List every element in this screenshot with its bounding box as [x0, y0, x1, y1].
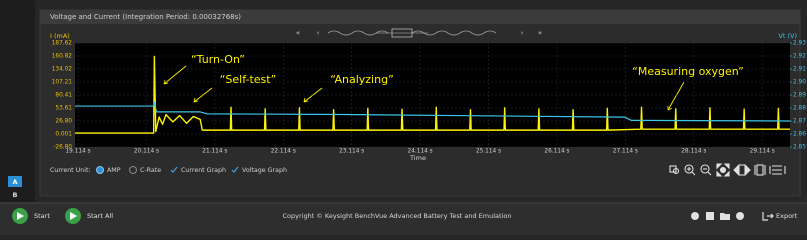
- x-tick-label: 26.114 s: [544, 149, 569, 155]
- pan-icon[interactable]: [769, 165, 786, 175]
- play-glyph: [70, 212, 77, 220]
- y-axis-title: I (mA): [50, 32, 70, 40]
- series-line: [75, 55, 790, 134]
- x-tick-label: 23.114 s: [339, 149, 364, 155]
- start-all-button[interactable]: [65, 208, 81, 224]
- arrow: [667, 81, 685, 111]
- nav-prev[interactable]: ‹: [317, 29, 320, 37]
- y-tick-label: 107.21: [52, 80, 73, 86]
- y2-tick-label: 2.92: [793, 54, 806, 60]
- grid: [75, 42, 790, 148]
- footer-bar: [0, 203, 807, 235]
- info-icon[interactable]: [736, 212, 744, 220]
- app-window: Voltage and Current (Integration Period:…: [0, 0, 807, 235]
- y-tick-label: 80.41: [55, 93, 72, 99]
- zoom-out-icon[interactable]: [700, 164, 712, 176]
- radio-label[interactable]: AMP: [107, 167, 121, 174]
- x-tick-label: 29.114 s: [750, 149, 775, 155]
- export-label[interactable]: Export: [776, 212, 798, 220]
- save-icon[interactable]: [706, 212, 714, 220]
- annotation: “Measuring oxygen”: [632, 65, 744, 78]
- chart-title-bar: [40, 10, 800, 24]
- play-glyph: [17, 212, 24, 220]
- y2-tick-label: 2.93: [793, 41, 806, 47]
- fit-all-icon[interactable]: [716, 163, 730, 177]
- annotation: “Analyzing”: [330, 73, 394, 86]
- chart-toolbar: [669, 163, 786, 177]
- start-all-label[interactable]: Start All: [87, 212, 113, 220]
- annotation: “Self-test”: [220, 73, 277, 86]
- y2-tick-label: 2.85: [793, 145, 806, 151]
- navigator-trace: [327, 30, 497, 36]
- start-button[interactable]: [12, 208, 28, 224]
- tab[interactable]: A: [12, 178, 17, 186]
- y-tick-label: -26.80: [53, 145, 72, 151]
- start-label[interactable]: Start: [34, 212, 50, 220]
- arrow-head: [303, 97, 309, 103]
- y2-tick-label: 2.86: [793, 132, 806, 138]
- y-tick-label: 134.02: [52, 66, 73, 72]
- y2-tick-label: 2.91: [793, 67, 806, 73]
- y2-tick-label: 2.87: [793, 119, 806, 125]
- x-tick-label: 24.114 s: [408, 149, 433, 155]
- footer-icons: [691, 212, 774, 221]
- y-tick-label: 160.82: [52, 53, 73, 59]
- checkbox-label[interactable]: Voltage Graph: [242, 167, 287, 174]
- y-tick-label: 26.80: [55, 119, 72, 125]
- radio-amp[interactable]: [96, 166, 104, 174]
- nav-next[interactable]: ›: [521, 29, 524, 37]
- settings-icon[interactable]: [691, 212, 699, 220]
- copyright: Copyright © Keysight BenchVue Advanced B…: [283, 212, 512, 220]
- x-tick-label: 25.114 s: [476, 149, 501, 155]
- checkbox-label[interactable]: Current Graph: [181, 167, 226, 174]
- arrow-head: [193, 97, 199, 103]
- arrow: [163, 65, 187, 85]
- navigator: [327, 28, 497, 38]
- export-icon[interactable]: [762, 212, 774, 221]
- open-icon[interactable]: [720, 213, 730, 220]
- y-tick-label: 187.62: [52, 41, 73, 47]
- tab[interactable]: B: [13, 191, 18, 199]
- fit-y-icon[interactable]: [754, 164, 766, 176]
- y-tick-label: 53.61: [55, 105, 72, 111]
- annotation: “Turn-On”: [191, 53, 245, 66]
- checkbox-voltage[interactable]: [231, 166, 239, 173]
- y-tick-label: 0.001: [55, 132, 72, 138]
- y2-axis-title: Vt (V): [778, 32, 797, 40]
- chart-title: Voltage and Current (Integration Period:…: [50, 13, 241, 21]
- current-unit-label: Current Unit:: [50, 167, 91, 174]
- x-tick-label: 27.114 s: [613, 149, 638, 155]
- checkbox-current[interactable]: [170, 166, 178, 173]
- x-tick-label: 20.114 s: [134, 149, 159, 155]
- x-tick-label: 22.114 s: [271, 149, 296, 155]
- series-line: [75, 101, 791, 122]
- x-tick-label: 21.114 s: [202, 149, 227, 155]
- zoom-in-icon[interactable]: [684, 164, 696, 176]
- y2-tick-label: 2.88: [793, 106, 806, 112]
- x-tick-label: 28.114 s: [681, 149, 706, 155]
- nav-first[interactable]: «: [296, 29, 300, 37]
- nav-last[interactable]: »: [538, 29, 542, 37]
- sidebar: [0, 0, 35, 202]
- y2-tick-label: 2.89: [793, 93, 806, 99]
- y2-tick-label: 2.90: [793, 80, 806, 86]
- tab-active[interactable]: [8, 176, 22, 187]
- x-tick-label: 19.114 s: [65, 149, 90, 155]
- radio-label[interactable]: C-Rate: [140, 167, 161, 174]
- radio-c-rate[interactable]: [129, 166, 137, 174]
- fit-x-icon[interactable]: [733, 164, 751, 176]
- x-axis-title: Time: [409, 154, 426, 162]
- zoom-box-icon[interactable]: [669, 165, 680, 175]
